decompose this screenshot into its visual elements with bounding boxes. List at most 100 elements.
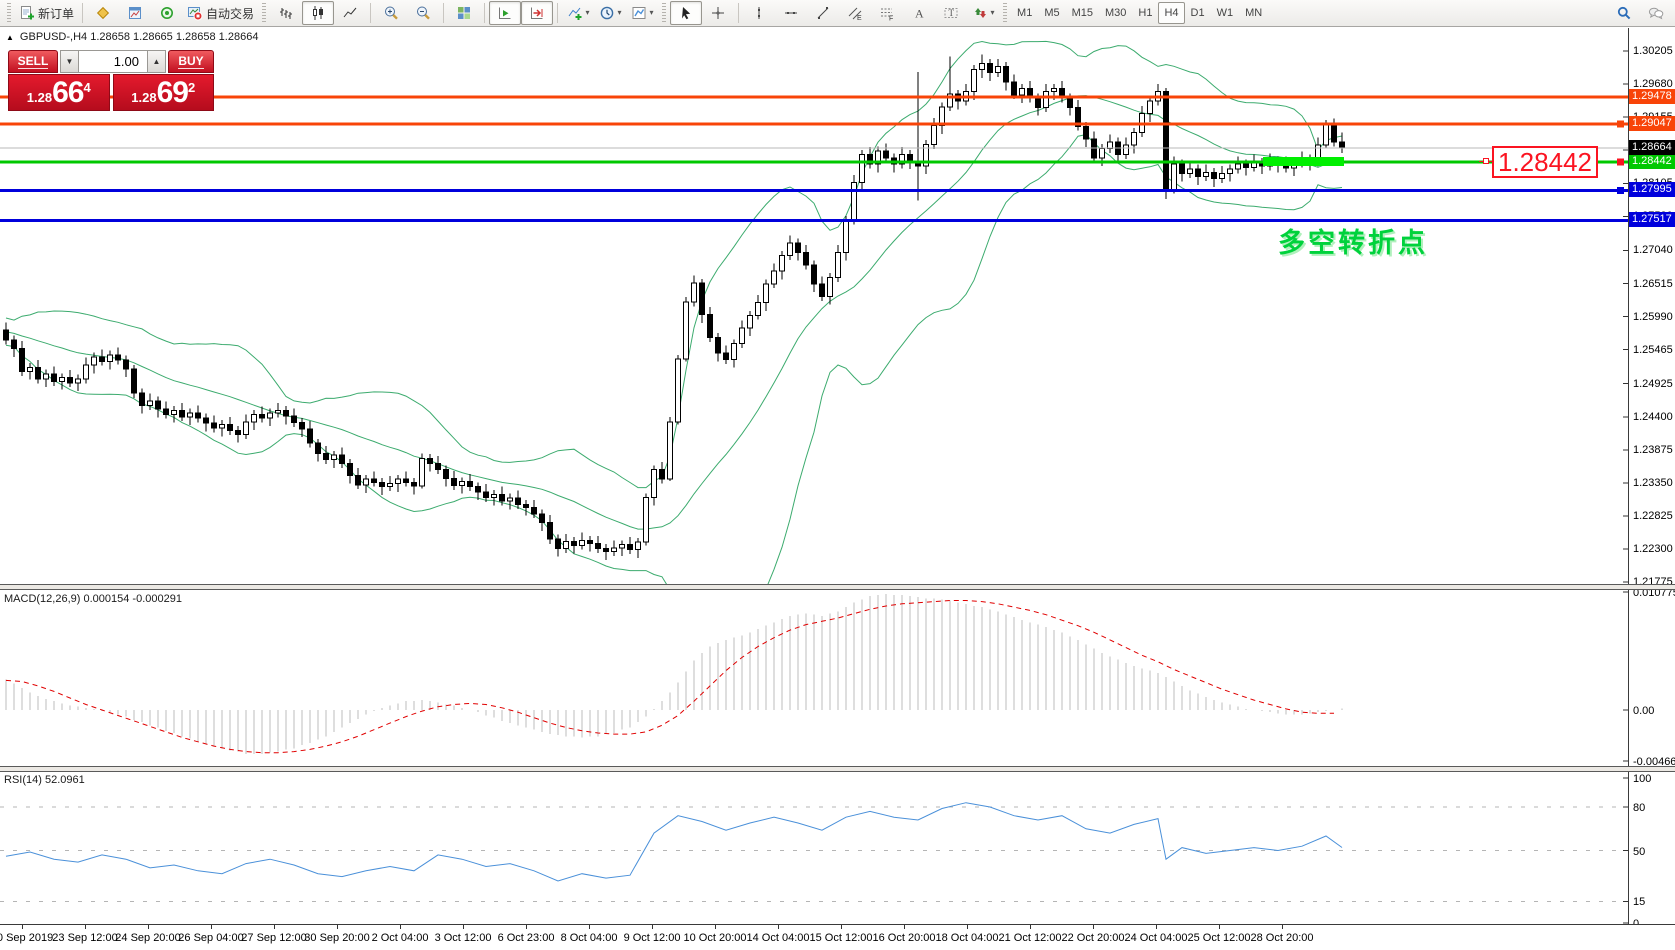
symbol-header: ▲ GBPUSD-,H4 1.28658 1.28665 1.28658 1.2… [6, 31, 258, 43]
crosshair-button[interactable] [702, 1, 734, 25]
line-chart-button[interactable] [334, 1, 366, 25]
time-axis-label: 28 Oct 20:00 [1250, 932, 1314, 944]
indicators-button[interactable]: ▾ [562, 1, 594, 25]
macd-indicator-plot[interactable] [0, 590, 1628, 766]
price-axis-tick: 1.25465 [1633, 343, 1673, 356]
time-axis-label: 21 Oct 12:00 [998, 932, 1062, 944]
timeframe-button-h1[interactable]: H1 [1138, 7, 1153, 19]
price-axis-tick: 1.22300 [1633, 543, 1673, 556]
cursor-button[interactable] [670, 1, 703, 25]
signals-button[interactable] [151, 1, 183, 25]
volume-decrease-button[interactable]: ▼ [60, 50, 79, 73]
text-button[interactable]: A [903, 1, 935, 25]
tile-windows-button[interactable] [448, 1, 480, 25]
price-callout[interactable]: 1.28442 [1492, 146, 1598, 178]
zoom-in-button[interactable] [375, 1, 407, 25]
chat-button[interactable] [1640, 1, 1672, 25]
volume-increase-button[interactable]: ▲ [147, 50, 166, 73]
dropdown-caret-icon: ▾ [990, 8, 995, 17]
fibonacci-icon: F [879, 5, 895, 21]
new-chart-button[interactable] [119, 1, 151, 25]
panel-divider[interactable] [0, 584, 1675, 590]
trendline-button[interactable] [807, 1, 839, 25]
svg-text:T: T [949, 8, 955, 18]
arrows-button[interactable]: ▾ [967, 1, 999, 25]
panel-divider[interactable] [0, 766, 1675, 772]
rsi-label: RSI(14) 52.0961 [4, 774, 85, 786]
timeframe-button-m1[interactable]: M1 [1017, 7, 1033, 19]
chart-shift-button[interactable] [521, 1, 554, 25]
buy-price-display[interactable]: 1.28 69 2 [112, 74, 214, 111]
support-zone-highlight[interactable] [1263, 157, 1344, 166]
time-axis-label: 3 Oct 12:00 [434, 932, 492, 944]
hline-price-tag: 1.28442 [1629, 154, 1675, 170]
arrows-icon [972, 5, 988, 21]
macd-axis-tick: -0.004668 [1633, 756, 1675, 769]
price-axis-tick: 1.27040 [1633, 244, 1673, 257]
rsi-indicator-plot[interactable] [0, 772, 1628, 924]
toolbar-grip[interactable] [262, 3, 267, 23]
cursor-icon [678, 5, 694, 21]
candlestick-button[interactable] [302, 1, 335, 25]
timeframe-button-m15[interactable]: M15 [1071, 7, 1093, 19]
zoom-out-button[interactable] [407, 1, 439, 25]
timeframe-button-mn[interactable]: MN [1245, 7, 1263, 19]
vertical-line-button[interactable] [743, 1, 775, 25]
main-chart-plot[interactable] [0, 28, 1628, 584]
sell-button[interactable]: SELL [8, 50, 58, 73]
line-chart-icon [342, 5, 358, 21]
time-axis-label: 8 Oct 04:00 [560, 932, 618, 944]
timeframe-button-m30[interactable]: M30 [1105, 7, 1127, 19]
toolbar-separator [370, 3, 372, 23]
trendline-icon [815, 5, 831, 21]
new-order-button[interactable]: 新订单 [15, 1, 78, 25]
one-click-trade-panel: SELL ▼ 1.00 ▲ BUY 1.28 66 4 1.28 69 2 [8, 50, 214, 111]
time-axis-label: 2 Oct 04:00 [371, 932, 429, 944]
timeframe-button-h4[interactable]: H4 [1158, 2, 1185, 24]
fibonacci-button[interactable]: F [871, 1, 903, 25]
buy-button[interactable]: BUY [168, 50, 214, 73]
collapse-panel-arrow[interactable]: ▲ [6, 32, 14, 42]
price-axis-tick: 1.29680 [1633, 78, 1673, 91]
templates-button[interactable]: ▾ [626, 1, 658, 25]
horizontal-line-button[interactable] [775, 1, 807, 25]
macd-axis-tick: 0.010775 [1633, 587, 1675, 599]
toolbar-grip[interactable] [662, 3, 667, 23]
periods-button[interactable]: ▾ [594, 1, 626, 25]
time-axis-tick [1156, 925, 1157, 929]
timeframe-button-w1[interactable]: W1 [1216, 7, 1234, 19]
hline-price-tag: 1.29478 [1629, 88, 1675, 104]
price-axis-tick: 1.26515 [1633, 277, 1673, 290]
time-axis-label: 20 Sep 2019 [0, 932, 54, 944]
time-axis-label: 27 Sep 12:00 [241, 932, 307, 944]
time-axis-tick [1219, 925, 1220, 929]
timeframe-button-m5[interactable]: M5 [1044, 7, 1060, 19]
time-axis-tick [778, 925, 779, 929]
price-axis-tick: 1.25990 [1633, 310, 1673, 323]
hline-price-tag: 1.29047 [1629, 116, 1675, 131]
time-axis-tick [85, 925, 86, 929]
time-axis-label: 9 Oct 12:00 [623, 932, 681, 944]
time-axis-label: 15 Oct 12:00 [809, 932, 873, 944]
toolbar-grip[interactable] [1003, 3, 1008, 23]
annotation-text[interactable]: 多空转折点 [1278, 228, 1428, 258]
toolbar-grip[interactable] [7, 3, 11, 23]
text-label-button[interactable]: T [935, 1, 967, 25]
channel-button[interactable]: E [839, 1, 871, 25]
autotrading-button[interactable]: 自动交易 [183, 1, 258, 25]
time-axis-label: 24 Sep 20:00 [115, 932, 181, 944]
time-axis-tick [337, 925, 338, 929]
search-button[interactable] [1608, 1, 1640, 25]
time-axis-tick [904, 925, 905, 929]
volume-input[interactable]: 1.00 [79, 50, 147, 73]
bar-chart-button[interactable] [270, 1, 302, 25]
time-axis-label: 23 Sep 12:00 [52, 932, 118, 944]
timeframe-button-d1[interactable]: D1 [1190, 7, 1205, 19]
auto-scroll-button[interactable] [489, 1, 522, 25]
sell-price-display[interactable]: 1.28 66 4 [8, 74, 110, 111]
time-axis-tick [1093, 925, 1094, 929]
metaeditor-button[interactable] [87, 1, 119, 25]
new-order-icon [19, 5, 35, 21]
search-icon [1616, 5, 1632, 21]
